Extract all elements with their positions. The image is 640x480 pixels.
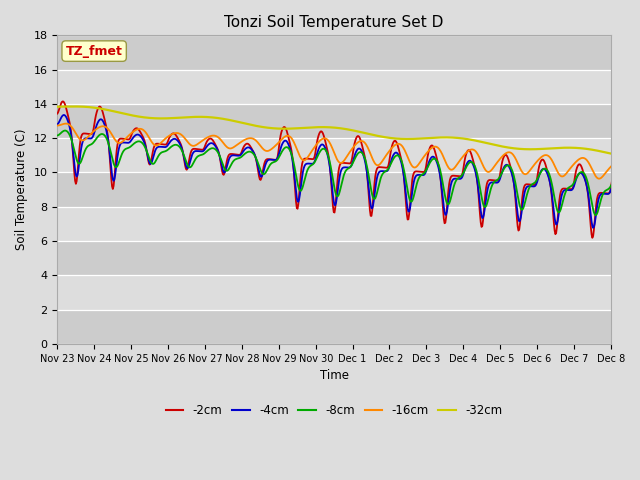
Legend: -2cm, -4cm, -8cm, -16cm, -32cm: -2cm, -4cm, -8cm, -16cm, -32cm (161, 399, 508, 421)
Bar (58, 207, 611, 241)
Bar (58, 276, 611, 310)
Bar (58, 241, 611, 276)
Bar (58, 70, 611, 104)
Bar (58, 310, 611, 344)
Title: Tonzi Soil Temperature Set D: Tonzi Soil Temperature Set D (225, 15, 444, 30)
Bar (58, 36, 611, 70)
Bar (58, 138, 611, 172)
X-axis label: Time: Time (319, 369, 349, 382)
Y-axis label: Soil Temperature (C): Soil Temperature (C) (15, 129, 28, 251)
Bar (58, 104, 611, 138)
Bar (58, 172, 611, 207)
Text: TZ_fmet: TZ_fmet (66, 45, 123, 58)
